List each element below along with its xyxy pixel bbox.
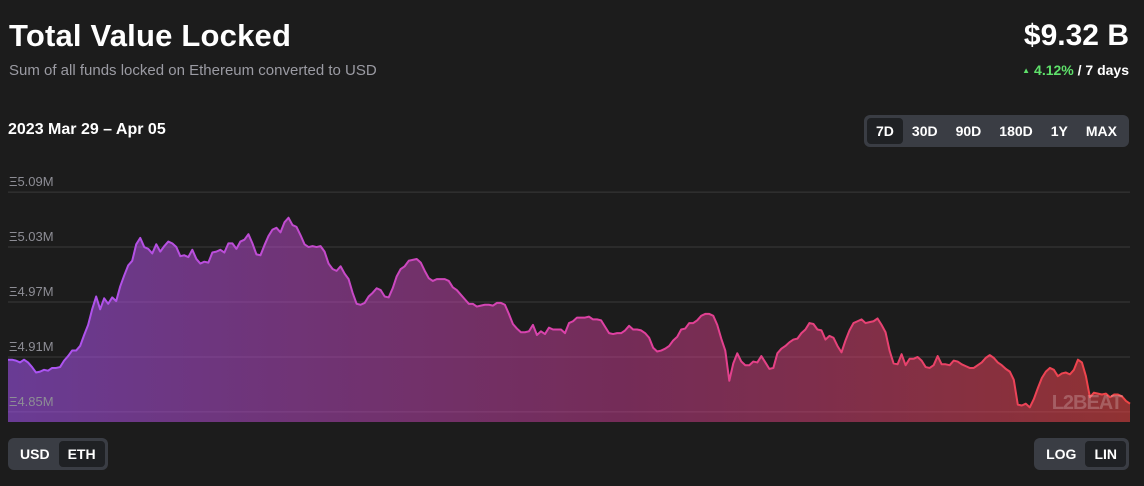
y-tick-label: Ξ4.85M bbox=[9, 394, 54, 409]
range-button-180d[interactable]: 180D bbox=[999, 123, 1033, 139]
scale-button-log[interactable]: LOG bbox=[1046, 446, 1077, 462]
tvl-chart-svg: Ξ5.09M Ξ5.03M Ξ4.97M Ξ4.91M Ξ4.85M bbox=[8, 174, 1131, 422]
y-tick-label: Ξ5.09M bbox=[9, 174, 54, 189]
unit-button-eth[interactable]: ETH bbox=[58, 441, 105, 467]
range-button-30d[interactable]: 30D bbox=[911, 123, 938, 139]
range-button-90d[interactable]: 90D bbox=[955, 123, 982, 139]
y-tick-label: Ξ5.03M bbox=[9, 229, 54, 244]
series-line bbox=[8, 216, 1131, 409]
tvl-change: ▲ 4.12% / 7 days bbox=[1022, 62, 1129, 78]
scale-button-lin[interactable]: LIN bbox=[1085, 441, 1126, 467]
scale-selector: LOG LIN bbox=[1034, 438, 1129, 470]
tvl-value: $9.32 B bbox=[1023, 19, 1129, 52]
y-tick-label: Ξ4.91M bbox=[9, 339, 54, 354]
range-button-7d[interactable]: 7D bbox=[867, 118, 903, 144]
triangle-up-icon: ▲ bbox=[1022, 66, 1031, 75]
change-percent: 4.12% bbox=[1034, 62, 1074, 78]
tvl-chart[interactable]: Ξ5.09M Ξ5.03M Ξ4.97M Ξ4.91M Ξ4.85M bbox=[0, 160, 1144, 430]
unit-selector: USD ETH bbox=[8, 438, 108, 470]
page-subtitle: Sum of all funds locked on Ethereum conv… bbox=[9, 62, 377, 79]
l2beat-watermark: L2BEAT bbox=[1051, 392, 1123, 414]
range-button-1y[interactable]: 1Y bbox=[1050, 123, 1068, 139]
y-tick-label: Ξ4.97M bbox=[9, 284, 54, 299]
change-period: / 7 days bbox=[1077, 62, 1129, 78]
range-button-max[interactable]: MAX bbox=[1085, 123, 1117, 139]
series-area bbox=[8, 217, 1130, 422]
unit-button-usd[interactable]: USD bbox=[20, 446, 50, 462]
page-title: Total Value Locked bbox=[9, 18, 292, 53]
time-range-selector: 7D 30D 90D 180D 1Y MAX bbox=[864, 115, 1129, 147]
date-range: 2023 Mar 29 – Apr 05 bbox=[8, 121, 166, 138]
